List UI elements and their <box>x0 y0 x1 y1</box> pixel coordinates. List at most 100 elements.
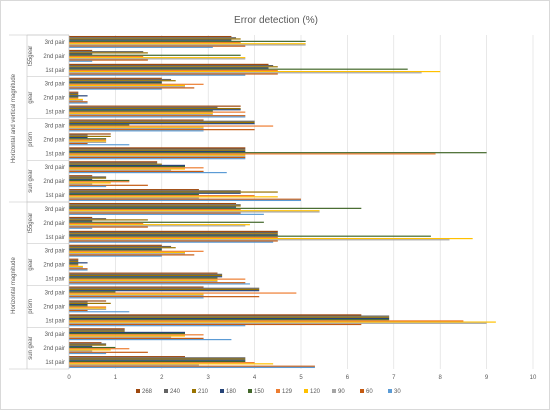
bar <box>69 178 93 180</box>
bar <box>69 333 185 335</box>
bar <box>69 237 473 240</box>
bar <box>69 357 246 359</box>
bar <box>69 219 148 221</box>
bar <box>69 282 246 284</box>
bar <box>69 95 88 97</box>
bar <box>69 363 274 365</box>
category-label: 1st pair <box>45 360 65 366</box>
x-tick-label: 7 <box>392 375 396 381</box>
bar <box>69 245 172 248</box>
legend-label: 268 <box>142 389 153 395</box>
bar <box>69 334 204 336</box>
bar <box>69 317 390 320</box>
bar <box>69 80 176 82</box>
bar <box>69 335 185 337</box>
bar <box>69 254 195 256</box>
bar <box>69 55 144 58</box>
bar <box>69 342 102 344</box>
bar <box>69 46 213 48</box>
category-label: 3rd pair <box>45 249 65 255</box>
legend-label: 150 <box>254 389 265 395</box>
x-tick-label: 6 <box>346 375 350 381</box>
bar <box>69 262 88 264</box>
bar <box>69 276 223 278</box>
bar <box>69 148 246 150</box>
bar <box>69 129 255 131</box>
x-tick-label: 5 <box>299 375 303 381</box>
bar <box>69 91 79 93</box>
group-label: Horizontal magnitude <box>11 256 17 313</box>
bar <box>69 110 213 112</box>
bar <box>69 292 297 294</box>
x-tick-label: 4 <box>253 375 257 381</box>
bar <box>69 38 241 40</box>
bar <box>69 264 79 266</box>
bar <box>69 293 204 295</box>
bar <box>69 320 464 322</box>
x-tick-label: 9 <box>485 375 489 381</box>
bar <box>69 154 246 156</box>
bar <box>69 153 436 155</box>
bar <box>69 109 241 111</box>
legend-swatch <box>360 389 364 393</box>
bar <box>69 123 255 125</box>
bar <box>69 356 185 358</box>
bar <box>69 101 88 103</box>
bar <box>69 166 185 168</box>
bar <box>69 249 162 251</box>
bar <box>69 240 278 242</box>
bar <box>69 39 232 41</box>
bar <box>69 286 204 288</box>
bar <box>69 87 195 89</box>
bar <box>69 268 88 270</box>
bar <box>69 277 218 279</box>
bar <box>69 43 306 45</box>
bar <box>69 306 107 308</box>
bar <box>69 336 172 338</box>
bar <box>69 251 185 254</box>
bar <box>69 149 246 151</box>
group-label: Horizontal and vertical magnitude <box>11 73 17 163</box>
component-label: sun gear <box>28 336 34 359</box>
bar <box>69 319 390 321</box>
bar <box>69 232 278 234</box>
bar <box>69 113 213 116</box>
component-label: gear <box>28 259 34 271</box>
category-label: 3rd pair <box>45 82 65 88</box>
bar <box>69 364 199 366</box>
bar <box>69 40 306 42</box>
bar <box>69 296 260 298</box>
legend-label: 120 <box>310 389 321 395</box>
component-label: prism <box>28 299 34 314</box>
x-tick-label: 10 <box>530 375 537 381</box>
bar <box>69 338 232 341</box>
category-label: 1st pair <box>45 277 65 283</box>
bar <box>69 366 315 369</box>
category-label: 2nd pair <box>43 179 65 185</box>
bar <box>69 167 204 169</box>
bar <box>69 134 88 136</box>
bar <box>69 239 450 241</box>
bar <box>69 192 241 194</box>
legend-label: 129 <box>282 389 293 395</box>
bar <box>69 138 107 140</box>
bar <box>69 126 204 128</box>
category-label: 2nd pair <box>43 221 65 227</box>
bar <box>69 348 130 350</box>
bar <box>69 344 107 346</box>
category-label: 1st pair <box>45 193 65 199</box>
bar <box>69 78 172 81</box>
bar <box>69 171 227 174</box>
bar <box>69 45 246 47</box>
bar <box>69 352 107 355</box>
bar <box>69 163 162 165</box>
bar <box>69 280 218 283</box>
bar <box>69 308 107 310</box>
bar <box>69 328 125 330</box>
bar <box>69 133 111 135</box>
bar <box>69 358 246 360</box>
bar <box>69 88 162 90</box>
bar <box>69 152 487 154</box>
bar <box>69 198 301 200</box>
bar <box>69 140 107 142</box>
